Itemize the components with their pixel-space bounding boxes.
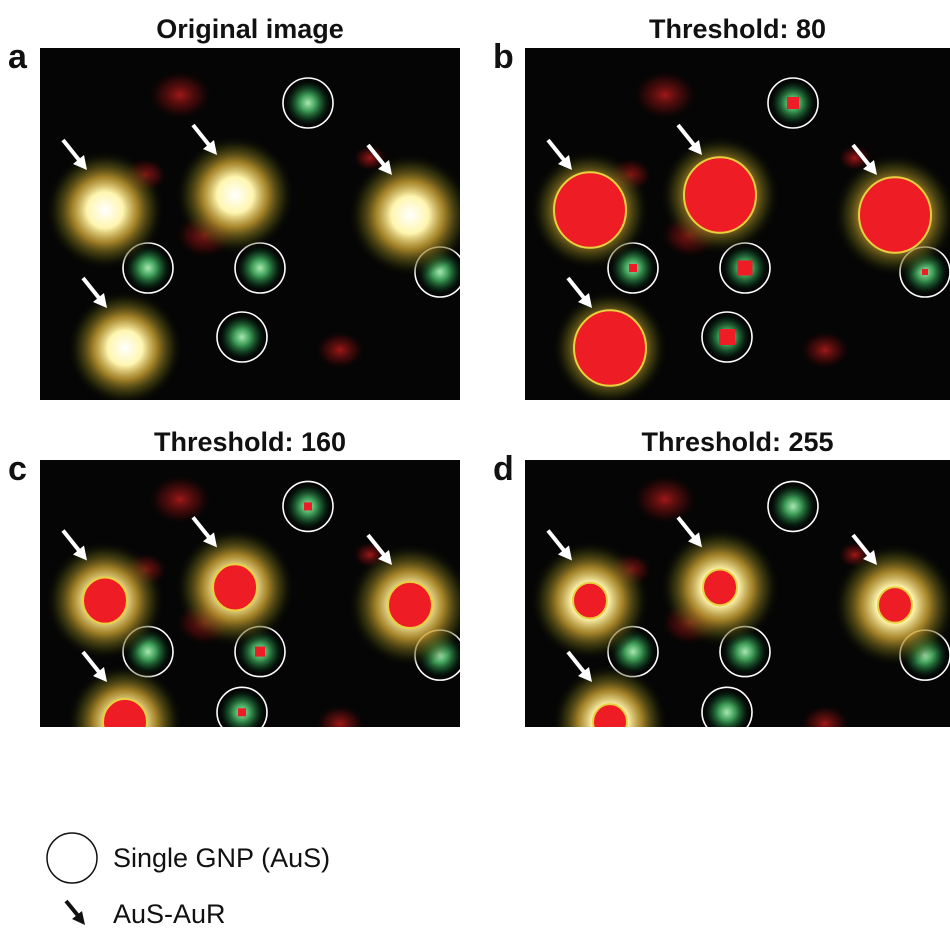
green-spot xyxy=(284,79,332,127)
panel-letter: a xyxy=(8,38,28,76)
threshold-pixels xyxy=(703,570,737,606)
threshold-pixels xyxy=(738,261,753,276)
red-spot xyxy=(799,704,851,744)
bright-spot xyxy=(348,153,472,277)
red-spot xyxy=(146,473,214,525)
threshold-pixels xyxy=(255,647,265,657)
panel: Threshold: 160 c xyxy=(8,427,472,780)
legend-label: AuS-AuR xyxy=(113,899,226,929)
red-spot xyxy=(314,330,366,370)
panel-title: Threshold: 160 xyxy=(154,427,346,457)
micrograph xyxy=(40,48,472,406)
threshold-pixels xyxy=(388,582,432,628)
panel-title: Threshold: 255 xyxy=(641,427,833,457)
green-spot xyxy=(218,313,266,361)
threshold-pixels xyxy=(859,177,931,253)
threshold-pixels xyxy=(304,502,312,510)
legend: Single GNP (AuS) AuS-AuR xyxy=(47,833,330,929)
threshold-pixels xyxy=(684,157,756,233)
bright-spot xyxy=(67,290,183,406)
red-spot xyxy=(799,330,851,370)
red-spot xyxy=(631,69,699,121)
figure: Original imageaThreshold: 80bThreshold: … xyxy=(0,0,950,932)
threshold-pixels xyxy=(878,587,912,623)
threshold-pixels xyxy=(213,564,257,610)
threshold-pixels xyxy=(629,264,637,272)
bright-spot xyxy=(175,135,295,255)
panel-title: Threshold: 80 xyxy=(649,14,826,44)
legend-label: Single GNP (AuS) xyxy=(113,843,330,873)
panel: Threshold: 80 b xyxy=(493,14,950,406)
threshold-pixels xyxy=(103,699,147,745)
threshold-pixels xyxy=(593,704,627,740)
threshold-pixels xyxy=(554,172,626,248)
panel-title: Original image xyxy=(156,14,344,44)
panel: Threshold: 255 d xyxy=(493,427,950,780)
green-spot xyxy=(769,482,817,530)
bright-spot xyxy=(45,150,165,270)
panel-letter: d xyxy=(493,450,514,488)
panel-letter: c xyxy=(8,450,27,488)
threshold-pixels xyxy=(573,583,607,619)
legend-circle xyxy=(47,833,97,883)
micrograph xyxy=(40,460,472,780)
red-spot xyxy=(146,69,214,121)
green-spot xyxy=(703,688,751,736)
threshold-pixels xyxy=(83,577,127,623)
micrograph xyxy=(525,460,950,780)
threshold-pixels xyxy=(574,310,646,386)
panel-letter: b xyxy=(493,38,514,76)
panel: Original image a xyxy=(8,14,472,406)
threshold-pixels xyxy=(238,708,246,716)
threshold-pixels xyxy=(719,329,735,345)
red-spot xyxy=(631,473,699,525)
red-spot xyxy=(314,704,366,744)
micrograph xyxy=(525,48,950,406)
threshold-pixels xyxy=(787,97,799,109)
